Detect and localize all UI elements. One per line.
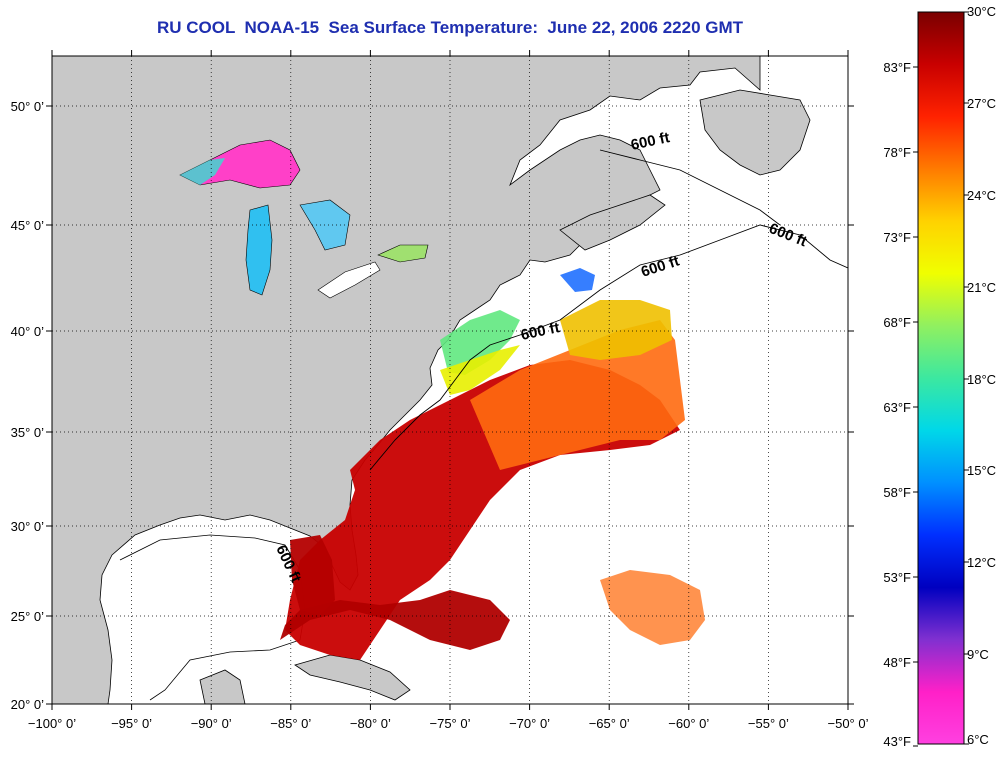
y-tick-label: 50° 0’ — [11, 99, 45, 114]
atlantic-isobath — [369, 224, 848, 471]
colorbar-label-f: 48°F — [883, 655, 911, 670]
colorbar-label-f: 63°F — [883, 400, 911, 415]
sst-gulf-loop — [290, 535, 335, 615]
colorbar-label-f: 53°F — [883, 570, 911, 585]
colorbar-label-c: 9°C — [967, 647, 989, 662]
colorbar-label-f: 43°F — [883, 734, 911, 749]
map-content: 600 ft 600 ft 600 ft 600 ft 600 ft — [52, 56, 848, 704]
colorbar-bar — [917, 11, 965, 745]
land-yucatan — [199, 669, 246, 704]
x-tick-label: −100° 0’ — [28, 716, 76, 731]
x-tick-label: −90° 0’ — [191, 716, 232, 731]
sst-mid-atlantic-yellow — [440, 345, 520, 395]
colorbar-label-f: 78°F — [883, 145, 911, 160]
lake-erie-sst — [317, 261, 381, 299]
sst-shelf-green — [440, 310, 520, 375]
land-nova-scotia — [559, 194, 666, 251]
x-tick-label: −50° 0’ — [828, 716, 869, 731]
land-newfoundland — [699, 89, 811, 176]
lake-ontario-sst — [377, 244, 429, 263]
y-tick-label: 30° 0’ — [11, 519, 45, 534]
colorbar-label-f: 68°F — [883, 315, 911, 330]
colorbar-label-c: 15°C — [967, 463, 996, 478]
sst-orange-offshore — [470, 320, 685, 470]
x-tick-label: −70° 0’ — [509, 716, 550, 731]
colorbar-label-c: 30°C — [967, 4, 996, 19]
colorbar-label-c: 24°C — [967, 188, 996, 203]
x-tick-label: −60° 0’ — [668, 716, 709, 731]
sst-gulf-of-maine-blue — [560, 268, 595, 292]
x-tick-label: −75° 0’ — [430, 716, 471, 731]
colorbar-label-c: 12°C — [967, 555, 996, 570]
x-tick-label: −95° 0’ — [111, 716, 152, 731]
sst-sargasso-patch — [600, 570, 705, 645]
map-title: RU COOL NOAA-15 Sea Surface Temperature:… — [156, 18, 744, 37]
graticule — [52, 56, 848, 704]
colorbar-label-f: 73°F — [883, 230, 911, 245]
map-axes: −100° 0’ −95° 0’ −90° 0’ −85° 0’ −80° 0’ −75°… — [11, 50, 869, 731]
lake-michigan-sst — [245, 204, 273, 296]
sst-yellow-shelf — [560, 300, 672, 360]
colorbar-label-f: 58°F — [883, 485, 911, 500]
x-tick-label: −85° 0’ — [270, 716, 311, 731]
colorbar: 30°C 27°C 24°C 21°C 18°C 15°C 12°C 9°C 6°C 83°F 78… — [883, 4, 996, 749]
x-tick-label: −55° 0’ — [748, 716, 789, 731]
lake-superior-edge — [180, 158, 225, 185]
x-tick-label: −65° 0’ — [589, 716, 630, 731]
colorbar-label-c: 6°C — [967, 732, 989, 747]
colorbar-label-f: 83°F — [883, 60, 911, 75]
colorbar-label-c: 21°C — [967, 280, 996, 295]
colorbar-label-c: 18°C — [967, 372, 996, 387]
colorbar-label-c: 27°C — [967, 96, 996, 111]
y-tick-label: 25° 0’ — [11, 609, 45, 624]
x-tick-label: −80° 0’ — [350, 716, 391, 731]
y-tick-label: 40° 0’ — [11, 324, 45, 339]
labrador-isobath — [599, 149, 781, 226]
sst-florida-strait — [280, 590, 510, 650]
y-tick-label: 20° 0’ — [11, 697, 45, 712]
y-tick-label: 45° 0’ — [11, 218, 45, 233]
y-tick-label: 35° 0’ — [11, 425, 45, 440]
